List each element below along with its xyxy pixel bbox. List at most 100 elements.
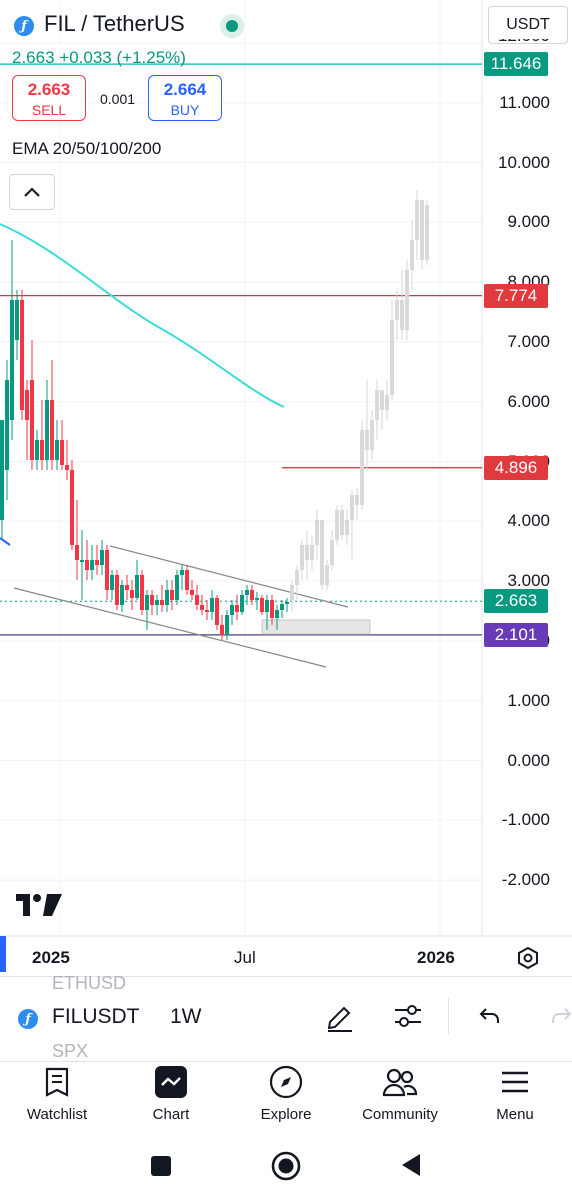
chart-canvas[interactable] bbox=[0, 0, 572, 976]
symbol-selector[interactable]: FILUSDT bbox=[52, 1005, 140, 1028]
projection-body bbox=[375, 390, 379, 420]
buy-label: BUY bbox=[170, 102, 200, 118]
channel-upper-line bbox=[109, 545, 349, 608]
collapse-legend-button[interactable] bbox=[9, 174, 55, 210]
candle-body bbox=[75, 545, 79, 560]
candle-body bbox=[215, 598, 219, 625]
candle-body bbox=[175, 575, 179, 600]
hamburger-menu-icon bbox=[502, 1071, 528, 1093]
back-button[interactable] bbox=[400, 1153, 422, 1182]
nav-community-label: Community bbox=[362, 1106, 438, 1123]
projection-body bbox=[290, 585, 294, 600]
nav-chart[interactable]: Chart bbox=[121, 1064, 221, 1128]
redo-icon[interactable] bbox=[548, 996, 572, 1036]
projection-body bbox=[395, 300, 399, 320]
nav-community[interactable]: Community bbox=[350, 1064, 450, 1128]
candle-body bbox=[220, 625, 224, 635]
candle-body bbox=[40, 440, 44, 460]
symbol-title[interactable]: FIL / TetherUS bbox=[44, 11, 185, 36]
candle-body bbox=[280, 604, 284, 610]
home-button[interactable] bbox=[271, 1151, 301, 1186]
change-pct: (+1.25%) bbox=[116, 48, 186, 67]
candle-body bbox=[195, 595, 199, 605]
time-label-jul: Jul bbox=[234, 948, 256, 967]
price-axis-label: 1.000 bbox=[507, 690, 550, 710]
toolbar-divider bbox=[448, 998, 449, 1034]
nav-explore-label: Explore bbox=[260, 1106, 312, 1123]
candle-body bbox=[90, 560, 94, 570]
projection-body bbox=[420, 200, 424, 260]
chevron-up-icon bbox=[24, 187, 40, 197]
candle-body bbox=[30, 380, 34, 460]
candle-body bbox=[240, 595, 244, 612]
buy-button[interactable]: 2.664 BUY bbox=[148, 75, 222, 121]
projection-body bbox=[405, 270, 409, 330]
sell-button[interactable]: 2.663 SELL bbox=[12, 75, 86, 121]
candle-body bbox=[105, 550, 109, 590]
ghost-symbol-above: ETHUSD bbox=[52, 973, 127, 993]
projection-body bbox=[295, 570, 299, 585]
projection-body bbox=[390, 320, 394, 395]
nav-chart-label: Chart bbox=[152, 1106, 190, 1123]
nav-watchlist[interactable]: Watchlist bbox=[7, 1064, 107, 1128]
candle-body bbox=[125, 585, 129, 590]
candle-body bbox=[210, 598, 214, 612]
time-label-2025: 2025 bbox=[32, 948, 70, 967]
indicators-icon[interactable] bbox=[388, 996, 428, 1036]
candle-body bbox=[100, 550, 104, 565]
projection-body bbox=[330, 540, 334, 565]
interval-selector[interactable]: 1W bbox=[170, 1005, 202, 1028]
candle-body bbox=[85, 560, 89, 570]
channel-lower-line bbox=[13, 587, 327, 668]
projection-body bbox=[315, 520, 319, 545]
candle-body bbox=[0, 420, 4, 520]
projection-body bbox=[425, 205, 429, 260]
candle-body bbox=[5, 380, 9, 470]
candle-body bbox=[140, 575, 144, 610]
community-icon bbox=[382, 1068, 418, 1097]
candle-body bbox=[230, 605, 234, 615]
nav-menu-label: Menu bbox=[496, 1106, 534, 1123]
nav-menu[interactable]: Menu bbox=[465, 1064, 565, 1128]
currency-label: USDT bbox=[506, 16, 550, 33]
candle-body bbox=[245, 590, 249, 595]
indicator-legend[interactable]: EMA 20/50/100/200 bbox=[12, 139, 162, 158]
fil-coin-icon: ƒ bbox=[14, 16, 34, 36]
candle-body bbox=[185, 570, 189, 590]
currency-selector[interactable]: USDT bbox=[488, 6, 568, 44]
projection-body bbox=[320, 520, 324, 585]
projection-body bbox=[325, 565, 329, 585]
symbol-coin-icon: ƒ bbox=[18, 1009, 38, 1029]
price-axis-label: -1.000 bbox=[501, 810, 550, 830]
ghost-symbol-below: SPX bbox=[52, 1041, 89, 1061]
recent-apps-button[interactable] bbox=[150, 1155, 172, 1182]
candle-body bbox=[65, 465, 69, 470]
projection-body bbox=[340, 510, 344, 535]
candle-body bbox=[70, 470, 74, 545]
price-change-line: 2.663 +0.033 (+1.25%) bbox=[12, 48, 186, 68]
candle-body bbox=[25, 390, 29, 420]
projection-body bbox=[410, 240, 414, 270]
price-axis-label: 3.000 bbox=[507, 571, 550, 591]
candle-body bbox=[110, 575, 114, 590]
candle-body bbox=[270, 600, 274, 618]
projection-body bbox=[360, 430, 364, 505]
candle-body bbox=[160, 600, 164, 605]
candle-body bbox=[275, 610, 279, 618]
projection-body bbox=[370, 420, 374, 450]
draw-tool-icon[interactable] bbox=[320, 996, 360, 1036]
candle-body bbox=[45, 400, 49, 460]
candle-body bbox=[135, 575, 139, 598]
candles-series bbox=[0, 240, 289, 640]
candle-body bbox=[10, 300, 14, 420]
projection-body bbox=[365, 430, 369, 450]
undo-icon[interactable] bbox=[470, 996, 510, 1036]
price-axis-label: 6.000 bbox=[507, 391, 550, 411]
candle-body bbox=[60, 440, 64, 465]
nav-explore[interactable]: Explore bbox=[236, 1064, 336, 1128]
support-tag: 2.101 bbox=[484, 622, 548, 647]
watchlist-icon bbox=[45, 1067, 69, 1097]
candle-body bbox=[55, 440, 59, 460]
chart-settings-icon[interactable] bbox=[516, 946, 540, 975]
candle-body bbox=[165, 590, 169, 605]
